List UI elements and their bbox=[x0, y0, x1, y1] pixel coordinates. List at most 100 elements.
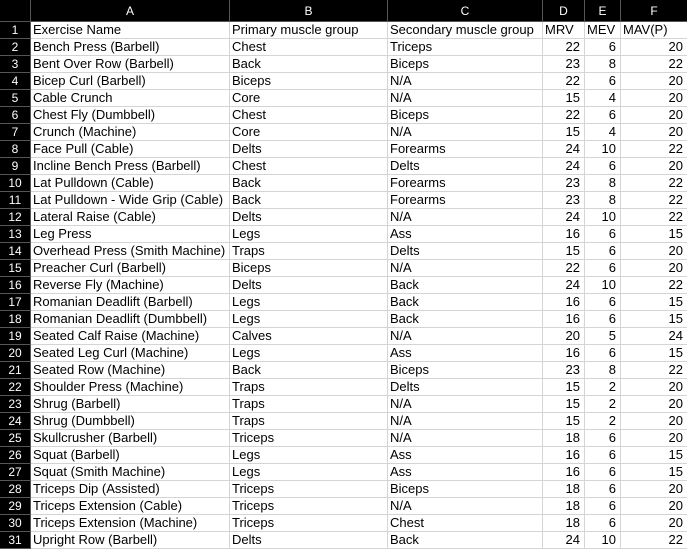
cell[interactable]: 5 bbox=[585, 328, 621, 345]
cell[interactable]: N/A bbox=[388, 260, 543, 277]
cell[interactable]: Chest bbox=[388, 515, 543, 532]
cell[interactable]: Overhead Press (Smith Machine) bbox=[31, 243, 230, 260]
cell[interactable]: 16 bbox=[543, 447, 585, 464]
cell[interactable]: Incline Bench Press (Barbell) bbox=[31, 158, 230, 175]
row-header[interactable]: 2 bbox=[0, 39, 31, 56]
cell[interactable]: 10 bbox=[585, 209, 621, 226]
cell[interactable]: N/A bbox=[388, 73, 543, 90]
cell[interactable]: 20 bbox=[621, 396, 687, 413]
cell[interactable]: 2 bbox=[585, 413, 621, 430]
cell[interactable]: 6 bbox=[585, 345, 621, 362]
cell[interactable]: 6 bbox=[585, 73, 621, 90]
cell[interactable]: Legs bbox=[230, 345, 388, 362]
cell[interactable]: 23 bbox=[543, 362, 585, 379]
cell[interactable]: Delts bbox=[230, 141, 388, 158]
cell[interactable]: Triceps bbox=[230, 481, 388, 498]
cell[interactable]: 16 bbox=[543, 294, 585, 311]
cell[interactable]: Triceps Dip (Assisted) bbox=[31, 481, 230, 498]
cell[interactable]: Seated Calf Raise (Machine) bbox=[31, 328, 230, 345]
cell[interactable]: Core bbox=[230, 124, 388, 141]
row-header[interactable]: 7 bbox=[0, 124, 31, 141]
row-header[interactable]: 14 bbox=[0, 243, 31, 260]
row-header[interactable]: 13 bbox=[0, 226, 31, 243]
cell[interactable]: 18 bbox=[543, 481, 585, 498]
cell[interactable]: 8 bbox=[585, 56, 621, 73]
row-header[interactable]: 20 bbox=[0, 345, 31, 362]
cell[interactable]: Traps bbox=[230, 243, 388, 260]
cell[interactable]: 24 bbox=[621, 328, 687, 345]
cell[interactable]: N/A bbox=[388, 498, 543, 515]
cell[interactable]: Reverse Fly (Machine) bbox=[31, 277, 230, 294]
row-header[interactable]: 18 bbox=[0, 311, 31, 328]
cell[interactable]: Chest bbox=[230, 39, 388, 56]
cell[interactable]: Triceps Extension (Machine) bbox=[31, 515, 230, 532]
cell[interactable]: 15 bbox=[543, 124, 585, 141]
cell[interactable]: Biceps bbox=[388, 107, 543, 124]
cell[interactable]: 20 bbox=[621, 107, 687, 124]
cell[interactable]: Back bbox=[388, 311, 543, 328]
cell[interactable]: 10 bbox=[585, 141, 621, 158]
row-header[interactable]: 6 bbox=[0, 107, 31, 124]
cell[interactable]: 20 bbox=[621, 158, 687, 175]
cell[interactable]: Back bbox=[230, 56, 388, 73]
row-header[interactable]: 9 bbox=[0, 158, 31, 175]
cell[interactable]: Traps bbox=[230, 413, 388, 430]
cell[interactable]: Core bbox=[230, 90, 388, 107]
cell[interactable]: Seated Leg Curl (Machine) bbox=[31, 345, 230, 362]
row-header[interactable]: 1 bbox=[0, 22, 31, 39]
cell[interactable]: 6 bbox=[585, 39, 621, 56]
cell[interactable]: Cable Crunch bbox=[31, 90, 230, 107]
column-header-c[interactable]: C bbox=[388, 0, 543, 22]
cell[interactable]: 23 bbox=[543, 56, 585, 73]
cell[interactable]: Legs bbox=[230, 294, 388, 311]
cell[interactable]: 6 bbox=[585, 260, 621, 277]
cell[interactable]: 22 bbox=[621, 192, 687, 209]
cell[interactable]: Upright Row (Barbell) bbox=[31, 532, 230, 549]
cell[interactable]: 15 bbox=[543, 396, 585, 413]
column-header-a[interactable]: A bbox=[31, 0, 230, 22]
cell[interactable]: N/A bbox=[388, 328, 543, 345]
row-header[interactable]: 8 bbox=[0, 141, 31, 158]
row-header[interactable]: 12 bbox=[0, 209, 31, 226]
cell[interactable]: 15 bbox=[543, 379, 585, 396]
cell[interactable]: 6 bbox=[585, 107, 621, 124]
row-header[interactable]: 21 bbox=[0, 362, 31, 379]
row-header[interactable]: 27 bbox=[0, 464, 31, 481]
cell[interactable]: Exercise Name bbox=[31, 22, 230, 39]
row-header[interactable]: 31 bbox=[0, 532, 31, 549]
cell[interactable]: Forearms bbox=[388, 192, 543, 209]
cell[interactable]: MEV bbox=[585, 22, 621, 39]
cell[interactable]: Triceps bbox=[388, 39, 543, 56]
row-header[interactable]: 23 bbox=[0, 396, 31, 413]
cell[interactable]: Bench Press (Barbell) bbox=[31, 39, 230, 56]
cell[interactable]: 20 bbox=[621, 243, 687, 260]
cell[interactable]: 24 bbox=[543, 532, 585, 549]
cell[interactable]: Delts bbox=[230, 277, 388, 294]
cell[interactable]: 15 bbox=[621, 464, 687, 481]
cell[interactable]: MAV(P) bbox=[621, 22, 687, 39]
cell[interactable]: Ass bbox=[388, 464, 543, 481]
cell[interactable]: Triceps bbox=[230, 515, 388, 532]
cell[interactable]: Romanian Deadlift (Barbell) bbox=[31, 294, 230, 311]
cell[interactable]: Forearms bbox=[388, 141, 543, 158]
cell[interactable]: 22 bbox=[621, 362, 687, 379]
cell[interactable]: 6 bbox=[585, 430, 621, 447]
cell[interactable]: 6 bbox=[585, 464, 621, 481]
cell[interactable]: Face Pull (Cable) bbox=[31, 141, 230, 158]
row-header[interactable]: 15 bbox=[0, 260, 31, 277]
cell[interactable]: 22 bbox=[621, 532, 687, 549]
cell[interactable]: N/A bbox=[388, 430, 543, 447]
cell[interactable]: N/A bbox=[388, 124, 543, 141]
row-header[interactable]: 26 bbox=[0, 447, 31, 464]
cell[interactable]: 18 bbox=[543, 430, 585, 447]
cell[interactable]: 22 bbox=[543, 107, 585, 124]
cell[interactable]: 22 bbox=[621, 209, 687, 226]
cell[interactable]: 16 bbox=[543, 464, 585, 481]
column-header-e[interactable]: E bbox=[585, 0, 621, 22]
row-header[interactable]: 19 bbox=[0, 328, 31, 345]
cell[interactable]: 22 bbox=[621, 141, 687, 158]
cell[interactable]: 4 bbox=[585, 124, 621, 141]
cell[interactable]: Bent Over Row (Barbell) bbox=[31, 56, 230, 73]
cell[interactable]: Back bbox=[230, 192, 388, 209]
column-header-b[interactable]: B bbox=[230, 0, 388, 22]
